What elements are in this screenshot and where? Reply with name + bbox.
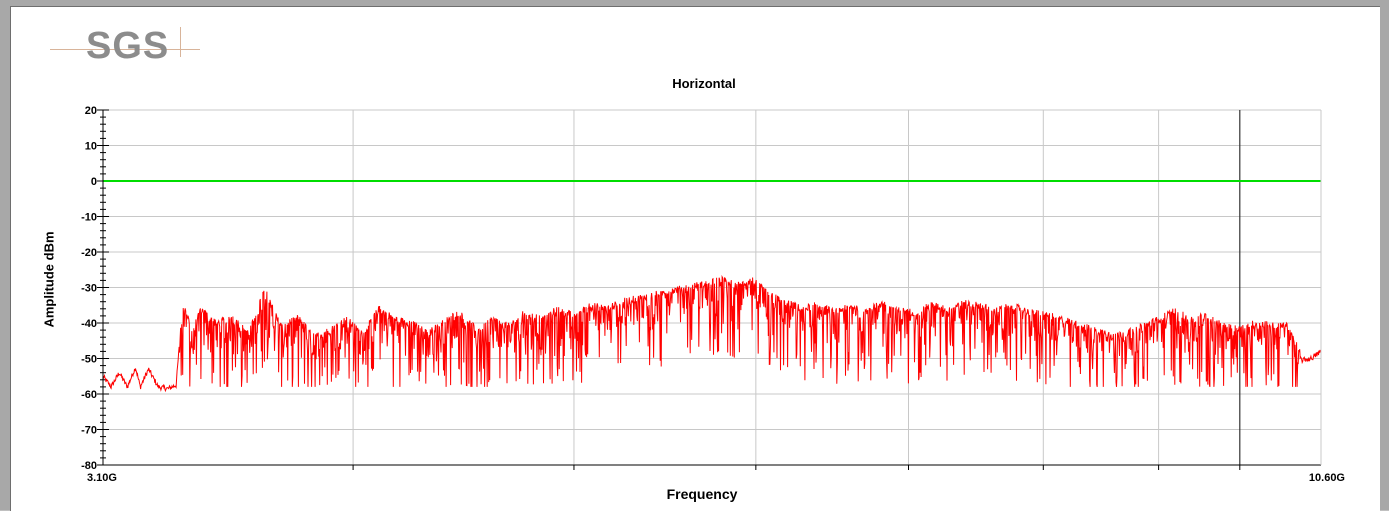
y-tick-label: -70 (81, 425, 97, 437)
spectrum-trace (102, 274, 1322, 393)
y-tick-label: -80 (81, 460, 97, 472)
y-tick-label: -20 (81, 247, 97, 259)
y-tick-label: -60 (81, 389, 97, 401)
logo-vertical-rule (180, 27, 181, 57)
y-tick-label: -30 (81, 283, 97, 295)
y-tick-label: -10 (81, 212, 97, 224)
x-axis-label: Frequency (666, 486, 738, 502)
y-tick-label: 10 (85, 141, 97, 153)
y-tick-label: -40 (81, 318, 97, 330)
y-tick-label: 20 (85, 105, 97, 117)
sgs-logo: SGS (50, 25, 200, 67)
logo-text: SGS (86, 25, 170, 67)
x-tick-label: 3.10G (87, 472, 117, 484)
chart-title: Horizontal (672, 76, 736, 91)
y-tick-label: 0 (91, 176, 97, 188)
x-tick-label: 10.60G (1309, 472, 1345, 484)
y-tick-label: -50 (81, 354, 97, 366)
logo-underline (50, 49, 200, 50)
